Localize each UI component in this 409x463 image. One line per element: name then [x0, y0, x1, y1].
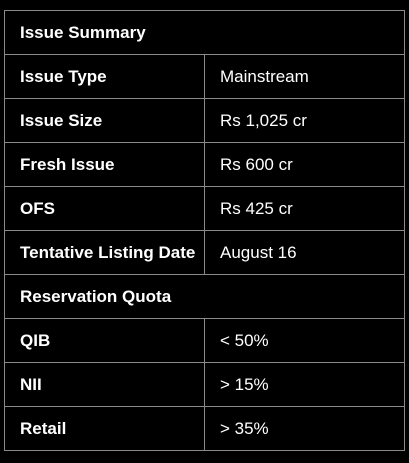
- issue-summary-table: Issue Summary Issue Type Mainstream Issu…: [4, 10, 405, 451]
- section-header-row: Reservation Quota: [4, 274, 405, 319]
- row-value: August 16: [204, 230, 405, 275]
- table-row: NII > 15%: [4, 362, 405, 407]
- table-title: Issue Summary: [4, 10, 405, 55]
- table-row: Tentative Listing Date August 16: [4, 230, 405, 275]
- table-header-row: Issue Summary: [4, 10, 405, 55]
- row-label: OFS: [4, 186, 205, 231]
- reservation-heading: Reservation Quota: [4, 274, 405, 319]
- table-row: Issue Type Mainstream: [4, 54, 405, 99]
- row-value: > 15%: [204, 362, 405, 407]
- row-value: Rs 600 cr: [204, 142, 405, 187]
- table-row: Issue Size Rs 1,025 cr: [4, 98, 405, 143]
- row-value: Rs 425 cr: [204, 186, 405, 231]
- row-label: QIB: [4, 318, 205, 363]
- row-value: Mainstream: [204, 54, 405, 99]
- row-value: > 35%: [204, 406, 405, 451]
- table-row: Retail > 35%: [4, 406, 405, 451]
- row-label: Tentative Listing Date: [4, 230, 205, 275]
- row-label: Retail: [4, 406, 205, 451]
- table-row: Fresh Issue Rs 600 cr: [4, 142, 405, 187]
- table-row: QIB < 50%: [4, 318, 405, 363]
- row-label: Issue Size: [4, 98, 205, 143]
- row-value: Rs 1,025 cr: [204, 98, 405, 143]
- row-label: NII: [4, 362, 205, 407]
- row-label: Fresh Issue: [4, 142, 205, 187]
- row-value: < 50%: [204, 318, 405, 363]
- table-row: OFS Rs 425 cr: [4, 186, 405, 231]
- row-label: Issue Type: [4, 54, 205, 99]
